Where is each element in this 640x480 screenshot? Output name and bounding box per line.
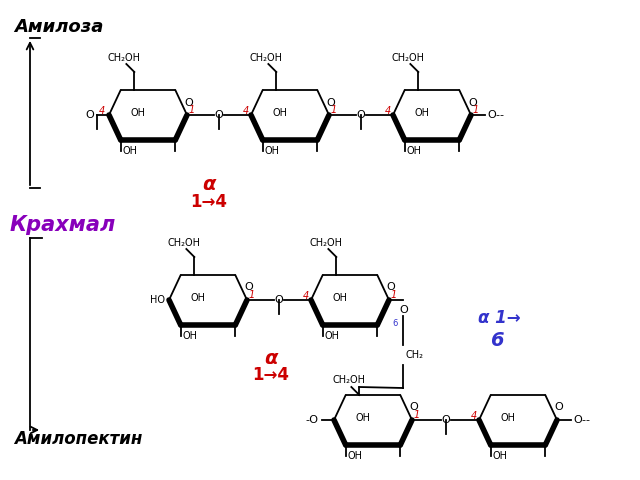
Text: O: O [555,403,564,412]
Text: O: O [356,110,365,120]
Text: OH: OH [264,146,280,156]
Text: CH₂OH: CH₂OH [108,53,141,63]
Text: 6: 6 [392,320,397,328]
Text: 4: 4 [303,291,309,301]
Text: O--: O-- [573,415,590,425]
Text: OH: OH [122,146,138,156]
Text: Амилоза: Амилоза [14,18,104,36]
Text: O: O [214,110,223,120]
Text: CH₂OH: CH₂OH [250,53,283,63]
Text: 1: 1 [249,290,255,300]
Text: OH: OH [182,331,198,341]
Text: CH₂OH: CH₂OH [333,375,366,385]
Text: 1: 1 [473,105,479,115]
Text: O: O [441,415,450,425]
Text: CH₂OH: CH₂OH [392,53,425,63]
Text: OH: OH [131,108,145,118]
Text: 1→4: 1→4 [191,193,227,211]
Text: 1→4: 1→4 [253,366,289,384]
Text: OH: OH [273,108,287,118]
Text: O: O [85,110,94,120]
Text: Амилопектин: Амилопектин [14,430,142,448]
Text: Крахмал: Крахмал [10,215,116,235]
Text: O: O [468,97,477,108]
Text: 4: 4 [99,106,105,116]
Text: HO: HO [150,295,165,305]
Text: O: O [410,403,419,412]
Text: α 1→: α 1→ [478,309,520,327]
Text: OH: OH [355,413,371,423]
Text: 1: 1 [391,290,397,300]
Text: 6: 6 [490,331,504,349]
Text: α: α [202,176,216,194]
Text: OH: OH [191,293,205,303]
Text: CH₂: CH₂ [406,350,424,360]
Text: OH: OH [406,146,422,156]
Text: OH: OH [493,451,508,461]
Text: 4: 4 [471,411,477,421]
Text: O: O [185,97,193,108]
Text: CH₂OH: CH₂OH [310,238,343,248]
Text: α: α [264,348,278,368]
Text: 1: 1 [189,105,195,115]
Text: 1: 1 [414,410,420,420]
Text: O: O [275,295,284,305]
Text: O: O [387,283,396,292]
Text: OH: OH [324,331,339,341]
Text: OH: OH [415,108,429,118]
Text: -O: -O [305,415,318,425]
Text: OH: OH [333,293,348,303]
Text: 1: 1 [331,105,337,115]
Text: OH: OH [500,413,515,423]
Text: OH: OH [348,451,362,461]
Text: O: O [327,97,335,108]
Text: 4: 4 [385,106,391,116]
Text: O--: O-- [487,110,504,120]
Text: O: O [244,283,253,292]
Text: CH₂OH: CH₂OH [168,238,201,248]
Text: 4: 4 [243,106,249,116]
Text: O: O [399,305,408,315]
